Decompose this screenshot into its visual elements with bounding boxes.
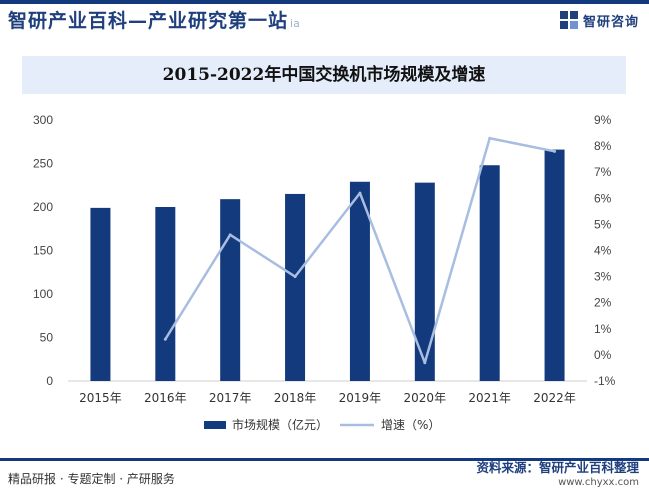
y-left-tick-label: 150 xyxy=(33,244,53,258)
chart-title: 2015-2022年中国交换机市场规模及增速 xyxy=(162,65,486,85)
y-left-tick-label: 50 xyxy=(40,331,54,345)
logo: 智研咨询 xyxy=(559,10,639,30)
x-tick-label: 2022年 xyxy=(533,391,576,405)
bar xyxy=(155,207,176,381)
header-title-text: 智研产业百科—产业研究第一站 xyxy=(8,10,289,32)
x-tick-label: 2015年 xyxy=(79,391,122,405)
footer-url: www.chyxx.com xyxy=(558,477,639,488)
header: 智研产业百科—产业研究第一站 ia 智研咨询 xyxy=(0,0,649,40)
bar xyxy=(544,149,565,381)
x-tick-label: 2021年 xyxy=(468,391,511,405)
x-tick-label: 2019年 xyxy=(339,391,382,405)
header-title: 智研产业百科—产业研究第一站 ia xyxy=(8,6,300,33)
y-right-tick-label: 6% xyxy=(594,191,612,205)
y-right-tick-label: 9% xyxy=(594,113,612,127)
growth-point xyxy=(163,337,167,341)
header-accent-bar xyxy=(0,0,649,4)
y-left-tick-label: 250 xyxy=(33,157,53,171)
growth-point xyxy=(293,275,297,279)
footer: 精品研报 · 专题定制 · 产研服务 资料来源：智研产业百科整理 www.chy… xyxy=(0,458,649,493)
bar xyxy=(349,181,370,381)
y-right-tick-label: 3% xyxy=(594,270,612,284)
y-right-tick-label: 0% xyxy=(594,348,612,362)
legend-line-label: 增速（%） xyxy=(381,418,440,432)
bar xyxy=(414,182,435,381)
footer-source-block: 资料来源：智研产业百科整理 www.chyxx.com xyxy=(476,458,639,489)
y-left-tick-label: 200 xyxy=(33,200,53,214)
y-right-tick-label: 8% xyxy=(594,139,612,153)
logo-text: 智研咨询 xyxy=(582,14,639,30)
growth-point xyxy=(553,149,557,153)
growth-point xyxy=(358,191,362,195)
y-left-tick-label: 0 xyxy=(46,374,53,388)
legend-bar-label: 市场规模（亿元） xyxy=(232,417,328,432)
x-tick-label: 2017年 xyxy=(209,391,252,405)
x-tick-label: 2016年 xyxy=(144,391,187,405)
bar xyxy=(90,207,111,381)
footer-divider xyxy=(0,458,649,461)
x-tick-label: 2020年 xyxy=(404,391,447,405)
legend-bar-swatch xyxy=(204,421,226,429)
y-right-tick-label: 7% xyxy=(594,165,612,179)
y-right-tick-label: 1% xyxy=(594,322,612,336)
x-tick-label: 2018年 xyxy=(274,391,317,405)
growth-point xyxy=(423,361,427,365)
footer-services: 精品研报 · 专题定制 · 产研服务 xyxy=(8,472,175,486)
growth-point xyxy=(228,233,232,237)
chart-title-band: 2015-2022年中国交换机市场规模及增速 xyxy=(22,56,626,94)
bar xyxy=(285,193,306,381)
logo-icon xyxy=(559,11,578,29)
chart: 0 50 100 150 200 250 300 -1% 0% 1% 2% 3% 4% 5% 6% 7% 8% 9… xyxy=(33,113,616,432)
footer-source: 资料来源：智研产业百科整理 xyxy=(476,460,639,475)
bar xyxy=(479,165,500,381)
growth-point xyxy=(488,136,492,140)
y-right-tick-label: 4% xyxy=(594,244,612,258)
y-left-tick-label: 300 xyxy=(33,113,53,127)
header-title-tail: ia xyxy=(290,17,300,30)
y-right-tick-label: 5% xyxy=(594,217,612,231)
y-right-tick-label: -1% xyxy=(594,374,616,388)
y-right-tick-label: 2% xyxy=(594,296,612,310)
y-left-tick-label: 100 xyxy=(33,287,53,301)
bar xyxy=(220,199,241,381)
